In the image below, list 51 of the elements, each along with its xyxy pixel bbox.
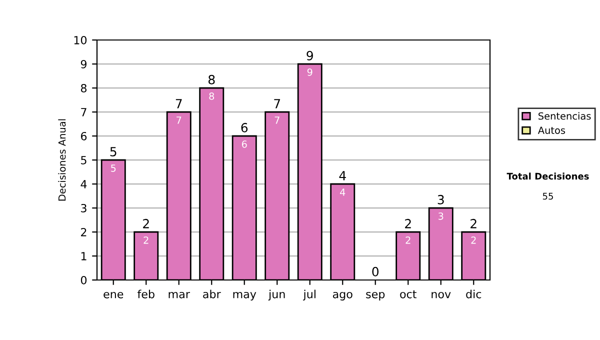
data-label: 7 xyxy=(176,116,182,124)
total-label: 8 xyxy=(208,74,215,84)
data-label: 2 xyxy=(144,236,148,244)
x-tick-label: jul xyxy=(303,290,316,300)
data-label: 4 xyxy=(340,188,346,196)
data-label: 9 xyxy=(307,68,312,76)
y-tick-label: 5 xyxy=(81,156,86,164)
x-tick-label: nov xyxy=(432,292,451,298)
data-label: 8 xyxy=(209,92,214,100)
y-tick-label: 10 xyxy=(74,36,87,44)
text: 55 xyxy=(542,192,553,200)
x-tick-label: may xyxy=(233,292,256,300)
x-tick-label: abr xyxy=(203,290,221,298)
total-label: 9 xyxy=(306,50,313,60)
legend-label: Sentencias xyxy=(538,112,591,120)
total-label: 2 xyxy=(405,218,411,228)
x-tick-label: dic xyxy=(466,290,482,298)
total-label: 6 xyxy=(241,122,248,132)
x-tick-label: sep xyxy=(366,292,385,300)
total-label: 5 xyxy=(110,147,116,156)
y-tick-label: 0 xyxy=(80,276,87,284)
x-tick-label: mar xyxy=(168,292,190,298)
total-label: 2 xyxy=(143,218,149,228)
total-label: 7 xyxy=(274,99,280,108)
y-tick-label: 6 xyxy=(80,132,87,140)
y-tick-label: 9 xyxy=(80,60,86,68)
total-label: 3 xyxy=(438,194,444,204)
data-label: 2 xyxy=(471,236,476,244)
y-axis-title: Decisiones Anual xyxy=(58,119,66,201)
y-tick-label: 7 xyxy=(81,108,86,116)
y-tick-label: 2 xyxy=(81,228,86,236)
total-label: 2 xyxy=(470,218,476,228)
x-tick-label: feb xyxy=(137,290,154,298)
x-tick-label: jun xyxy=(268,290,285,300)
total-label: 4 xyxy=(339,171,346,180)
legend-label: Autos xyxy=(538,126,566,134)
text: Total Decisiones xyxy=(506,172,589,180)
data-label: 2 xyxy=(406,236,410,244)
y-tick-label: 3 xyxy=(81,204,86,212)
y-tick-label: 4 xyxy=(80,180,87,188)
x-tick-label: oct xyxy=(400,290,416,298)
data-label: 6 xyxy=(242,140,247,148)
y-tick-label: 8 xyxy=(80,84,87,92)
x-tick-label: ene xyxy=(104,292,124,298)
data-label: 7 xyxy=(274,116,280,124)
data-label: 5 xyxy=(111,164,116,172)
data-label: 3 xyxy=(438,212,444,220)
total-label: 7 xyxy=(176,99,182,108)
total-label: 0 xyxy=(372,266,379,276)
x-tick-label: ago xyxy=(332,292,352,300)
y-tick-label: 1 xyxy=(81,252,86,260)
